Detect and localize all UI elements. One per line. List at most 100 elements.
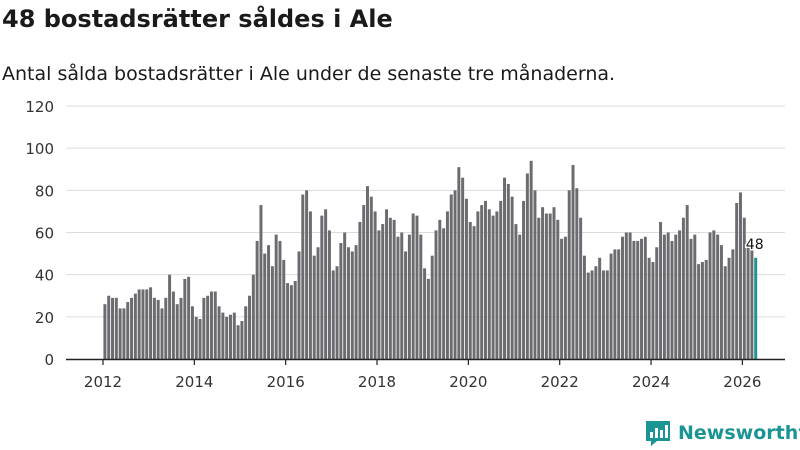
- bar: [217, 306, 221, 359]
- bar: [723, 266, 727, 359]
- bar: [442, 228, 446, 359]
- bar: [609, 253, 613, 359]
- bar: [628, 232, 632, 359]
- bar: [704, 259, 708, 359]
- bar: [712, 230, 716, 359]
- bar: [259, 205, 263, 359]
- y-tick-label: 20: [35, 309, 54, 327]
- bar: [598, 257, 602, 359]
- bar: [278, 240, 282, 359]
- bar: [430, 255, 434, 359]
- bar-chart: 0 20 40 60 80 100 120 48 2012 2014 2016 2018 2020 202…: [25, 98, 785, 391]
- y-tick-label: 40: [35, 267, 54, 285]
- bar: [674, 234, 678, 359]
- y-tick-label: 80: [35, 182, 54, 200]
- bar: [445, 211, 449, 359]
- bar: [137, 289, 141, 359]
- bar: [122, 308, 126, 359]
- bar: [438, 219, 442, 359]
- bar: [346, 247, 350, 359]
- bar: [655, 247, 659, 359]
- bar: [198, 318, 202, 359]
- bar: [518, 234, 522, 359]
- bar: [632, 240, 636, 359]
- bar: [175, 304, 179, 359]
- bar: [320, 215, 324, 359]
- bar: [335, 266, 339, 359]
- bar: [582, 255, 586, 359]
- newsworthy-logo-icon: [646, 421, 670, 446]
- bar: [700, 262, 704, 359]
- bar: [339, 243, 343, 359]
- bar: [324, 209, 328, 359]
- bar: [662, 234, 666, 359]
- bar: [221, 312, 225, 359]
- bar: [685, 205, 689, 359]
- bar: [552, 207, 556, 359]
- bar: [331, 270, 335, 359]
- bar: [411, 213, 415, 359]
- bar: [194, 316, 198, 359]
- bar: [373, 211, 377, 359]
- bar: [145, 289, 149, 359]
- bar: [510, 196, 514, 359]
- x-tick-label: 2026: [723, 373, 761, 391]
- bar: [636, 240, 640, 359]
- bar: [354, 245, 358, 359]
- bar: [255, 240, 259, 359]
- bar: [426, 278, 430, 359]
- brand-name: Newsworthy: [678, 422, 800, 444]
- y-tick-label: 60: [35, 225, 54, 243]
- axes: [66, 358, 785, 365]
- x-tick-label: 2018: [358, 373, 396, 391]
- bar: [491, 215, 495, 359]
- bar: [659, 221, 663, 359]
- y-tick-label: 0: [44, 351, 54, 369]
- x-tick-label: 2016: [267, 373, 305, 391]
- bar: [693, 234, 697, 359]
- bar: [396, 236, 400, 359]
- bar: [719, 245, 723, 359]
- bar: [575, 188, 579, 359]
- bar: [495, 211, 499, 359]
- bar: [621, 236, 624, 359]
- bar: [617, 249, 621, 359]
- bar: [484, 200, 487, 360]
- bar: [179, 297, 183, 359]
- labels: 0 20 40 60 80 100 120 48 2012 2014 2016 2018 2020 202…: [25, 98, 765, 391]
- bar: [738, 192, 742, 359]
- bar: [160, 308, 164, 359]
- bar: [742, 217, 746, 359]
- bar: [358, 221, 362, 359]
- bar: [305, 190, 309, 359]
- bar: [708, 232, 712, 359]
- bar: [152, 297, 156, 359]
- x-tick-label: 2022: [541, 373, 579, 391]
- bar: [746, 240, 750, 359]
- bar: [327, 230, 331, 359]
- bar: [590, 270, 594, 359]
- bar: [525, 173, 529, 359]
- bar-latest: [754, 257, 758, 359]
- bar: [605, 270, 609, 359]
- bar: [400, 232, 404, 359]
- bar: [666, 232, 670, 359]
- bar: [419, 234, 423, 359]
- bar: [293, 280, 297, 359]
- bar: [388, 217, 392, 359]
- bar: [601, 270, 605, 359]
- bar: [149, 287, 153, 359]
- bar: [651, 262, 655, 359]
- x-tick-label: 2024: [632, 373, 670, 391]
- bar: [251, 274, 255, 359]
- bar: [316, 247, 320, 359]
- bar: [567, 190, 571, 359]
- bar: [350, 251, 354, 359]
- bar: [476, 211, 480, 359]
- bar: [213, 291, 217, 359]
- bar: [503, 177, 506, 359]
- newsworthy-brand[interactable]: Newsworthy: [645, 420, 800, 446]
- bar: [407, 234, 411, 359]
- bar: [750, 243, 754, 359]
- bar: [164, 297, 168, 359]
